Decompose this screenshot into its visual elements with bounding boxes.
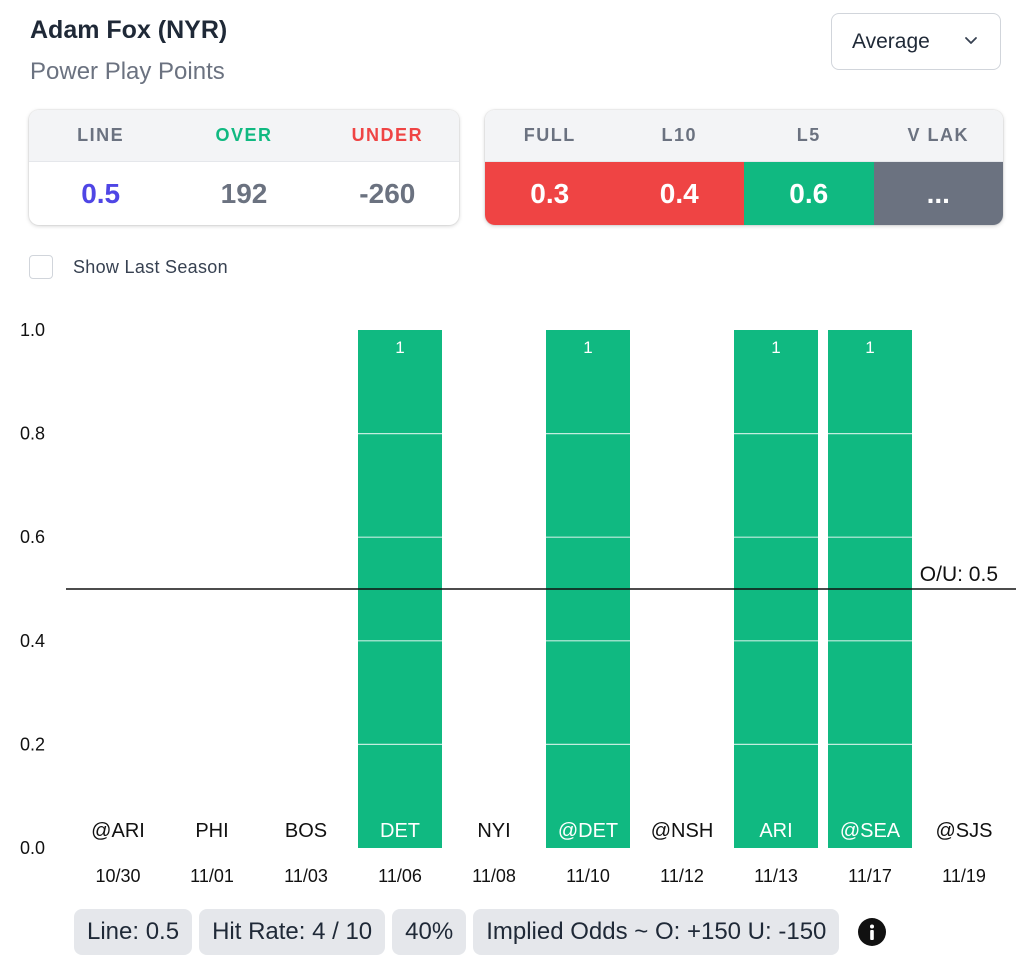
opponent-label: NYI [477, 820, 510, 842]
opponent-label: @NSH [651, 820, 714, 842]
hit-rate-pill: Hit Rate: 4 / 10 [199, 909, 386, 955]
date-label: 11/01 [190, 866, 234, 886]
date-label: 11/12 [660, 866, 704, 886]
show-last-season-row[interactable]: Show Last Season [29, 255, 228, 279]
average-dropdown[interactable]: Average [831, 13, 1001, 70]
vs-opponent-value: ... [873, 162, 1003, 225]
y-tick-label: 1.0 [20, 320, 45, 340]
player-name: Adam Fox (NYR) [30, 16, 228, 44]
show-last-season-label: Show Last Season [73, 256, 228, 277]
over-value: 192 [220, 177, 268, 209]
line-value: 0.5 [81, 177, 121, 209]
date-label: 11/19 [942, 866, 986, 886]
bar-value-label: 1 [395, 338, 404, 357]
date-label: 10/30 [95, 866, 140, 886]
full-value: 0.3 [485, 162, 615, 225]
line-pill: Line: 0.5 [74, 909, 193, 955]
show-last-season-checkbox[interactable] [29, 255, 53, 279]
y-tick-label: 0.2 [20, 734, 45, 754]
date-label: 11/03 [284, 866, 328, 886]
l10-value: 0.4 [614, 162, 744, 225]
opponent-label: BOS [285, 820, 327, 842]
y-tick-label: 0.8 [20, 424, 45, 444]
implied-odds-pill: Implied Odds ~ O: +150 U: -150 [473, 909, 840, 955]
opponent-label: @SJS [936, 820, 993, 842]
dropdown-value: Average [852, 29, 930, 53]
info-glyph [870, 924, 875, 940]
game-log-bar-chart: 0.00.20.40.60.81.0@ARI10/30PHI11/01BOS11… [20, 320, 1016, 886]
over-header: OVER [215, 125, 273, 145]
info-icon[interactable] [858, 918, 887, 946]
y-tick-label: 0.4 [20, 631, 45, 651]
full-header: FULL [523, 125, 576, 145]
l10-header: L10 [661, 125, 698, 145]
percent-pill: 40% [392, 909, 467, 955]
l5-value: 0.6 [744, 162, 874, 225]
bar-value-label: 1 [583, 338, 592, 357]
l5-header: L5 [796, 125, 821, 145]
opponent-label: @DET [558, 820, 618, 842]
under-value: -260 [359, 177, 416, 209]
averages-card: FULL L10 L5 V LAK 0.3 0.4 0.6 ... [485, 110, 1003, 225]
opponent-label: @SEA [840, 820, 901, 842]
date-label: 11/06 [378, 866, 422, 886]
prop-name: Power Play Points [30, 58, 225, 85]
chevron-down-icon [965, 37, 977, 44]
opponent-label: ARI [759, 820, 792, 842]
opponent-label: DET [380, 820, 420, 842]
y-tick-label: 0.6 [20, 527, 45, 547]
vs-opponent-header: V LAK [907, 125, 969, 145]
line-odds-card: LINE OVER UNDER 0.5 192 -260 [29, 110, 459, 225]
date-label: 11/10 [566, 866, 610, 886]
summary-footer: Line: 0.5 Hit Rate: 4 / 10 40% Implied O… [74, 909, 887, 955]
opponent-label: PHI [195, 820, 228, 842]
opponent-label: @ARI [91, 820, 145, 842]
line-header: LINE [77, 125, 125, 145]
under-header: UNDER [351, 125, 424, 145]
y-tick-label: 0.0 [20, 838, 45, 858]
date-label: 11/17 [848, 866, 892, 886]
over-under-label: O/U: 0.5 [920, 563, 998, 586]
date-label: 11/08 [472, 866, 516, 886]
bar-value-label: 1 [865, 338, 874, 357]
bar-value-label: 1 [771, 338, 780, 357]
date-label: 11/13 [754, 866, 798, 886]
